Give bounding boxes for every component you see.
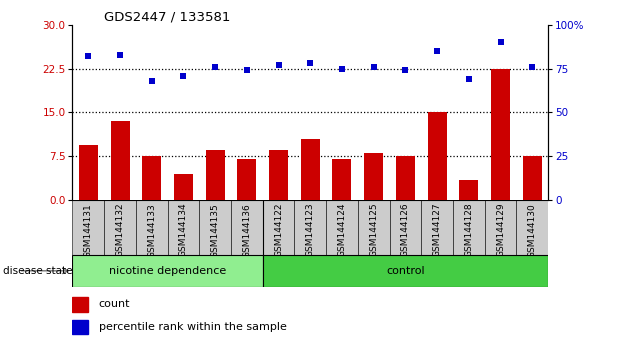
Bar [294,200,326,255]
Bar [104,200,136,255]
Point [401,68,411,73]
Point [495,40,505,45]
Text: GSM144130: GSM144130 [528,203,537,257]
Text: GSM144122: GSM144122 [274,203,283,257]
Point [178,73,188,79]
Text: GSM144124: GSM144124 [338,203,346,257]
Bar [231,200,263,255]
Bar [269,150,288,200]
Bar [421,200,453,255]
Bar [79,144,98,200]
Bar [484,200,517,255]
Bar [263,255,548,287]
Text: GSM144127: GSM144127 [433,203,442,257]
Bar [263,200,294,255]
Bar [238,159,256,200]
Bar [301,139,320,200]
Bar [453,200,484,255]
Point [242,68,252,73]
Text: GSM144131: GSM144131 [84,203,93,257]
Text: GDS2447 / 133581: GDS2447 / 133581 [104,11,231,24]
Bar [428,113,447,200]
Bar [333,159,352,200]
Point [83,53,93,59]
Bar [523,156,542,200]
Bar [110,121,130,200]
Text: GSM144133: GSM144133 [147,203,156,257]
Bar [142,156,161,200]
Bar [491,69,510,200]
Bar [358,200,389,255]
Text: control: control [386,266,425,276]
Bar [396,156,415,200]
Text: GSM144135: GSM144135 [210,203,220,257]
Point [305,61,315,66]
Point [527,64,537,70]
Point [273,62,284,68]
Bar [72,200,104,255]
Bar [168,200,199,255]
Text: nicotine dependence: nicotine dependence [109,266,226,276]
Text: GSM144125: GSM144125 [369,203,378,257]
Text: GSM144134: GSM144134 [179,203,188,257]
Text: count: count [99,299,130,309]
Bar [136,200,168,255]
Bar [326,200,358,255]
Bar [72,255,263,287]
Point [115,52,125,57]
Point [369,64,379,70]
Point [432,48,442,54]
Text: GSM144129: GSM144129 [496,203,505,257]
Text: GSM144132: GSM144132 [115,203,125,257]
Bar [199,200,231,255]
Bar [459,179,478,200]
Text: GSM144136: GSM144136 [243,203,251,257]
Bar [72,320,88,334]
Text: GSM144126: GSM144126 [401,203,410,257]
Text: disease state: disease state [3,266,72,276]
Point [337,66,347,72]
Bar [364,153,383,200]
Bar [517,200,548,255]
Bar [205,150,225,200]
Text: percentile rank within the sample: percentile rank within the sample [99,322,287,332]
Text: GSM144128: GSM144128 [464,203,473,257]
Bar [389,200,421,255]
Bar [72,297,88,312]
Bar [174,174,193,200]
Point [210,64,220,70]
Text: GSM144123: GSM144123 [306,203,315,257]
Point [147,78,157,84]
Point [464,76,474,82]
